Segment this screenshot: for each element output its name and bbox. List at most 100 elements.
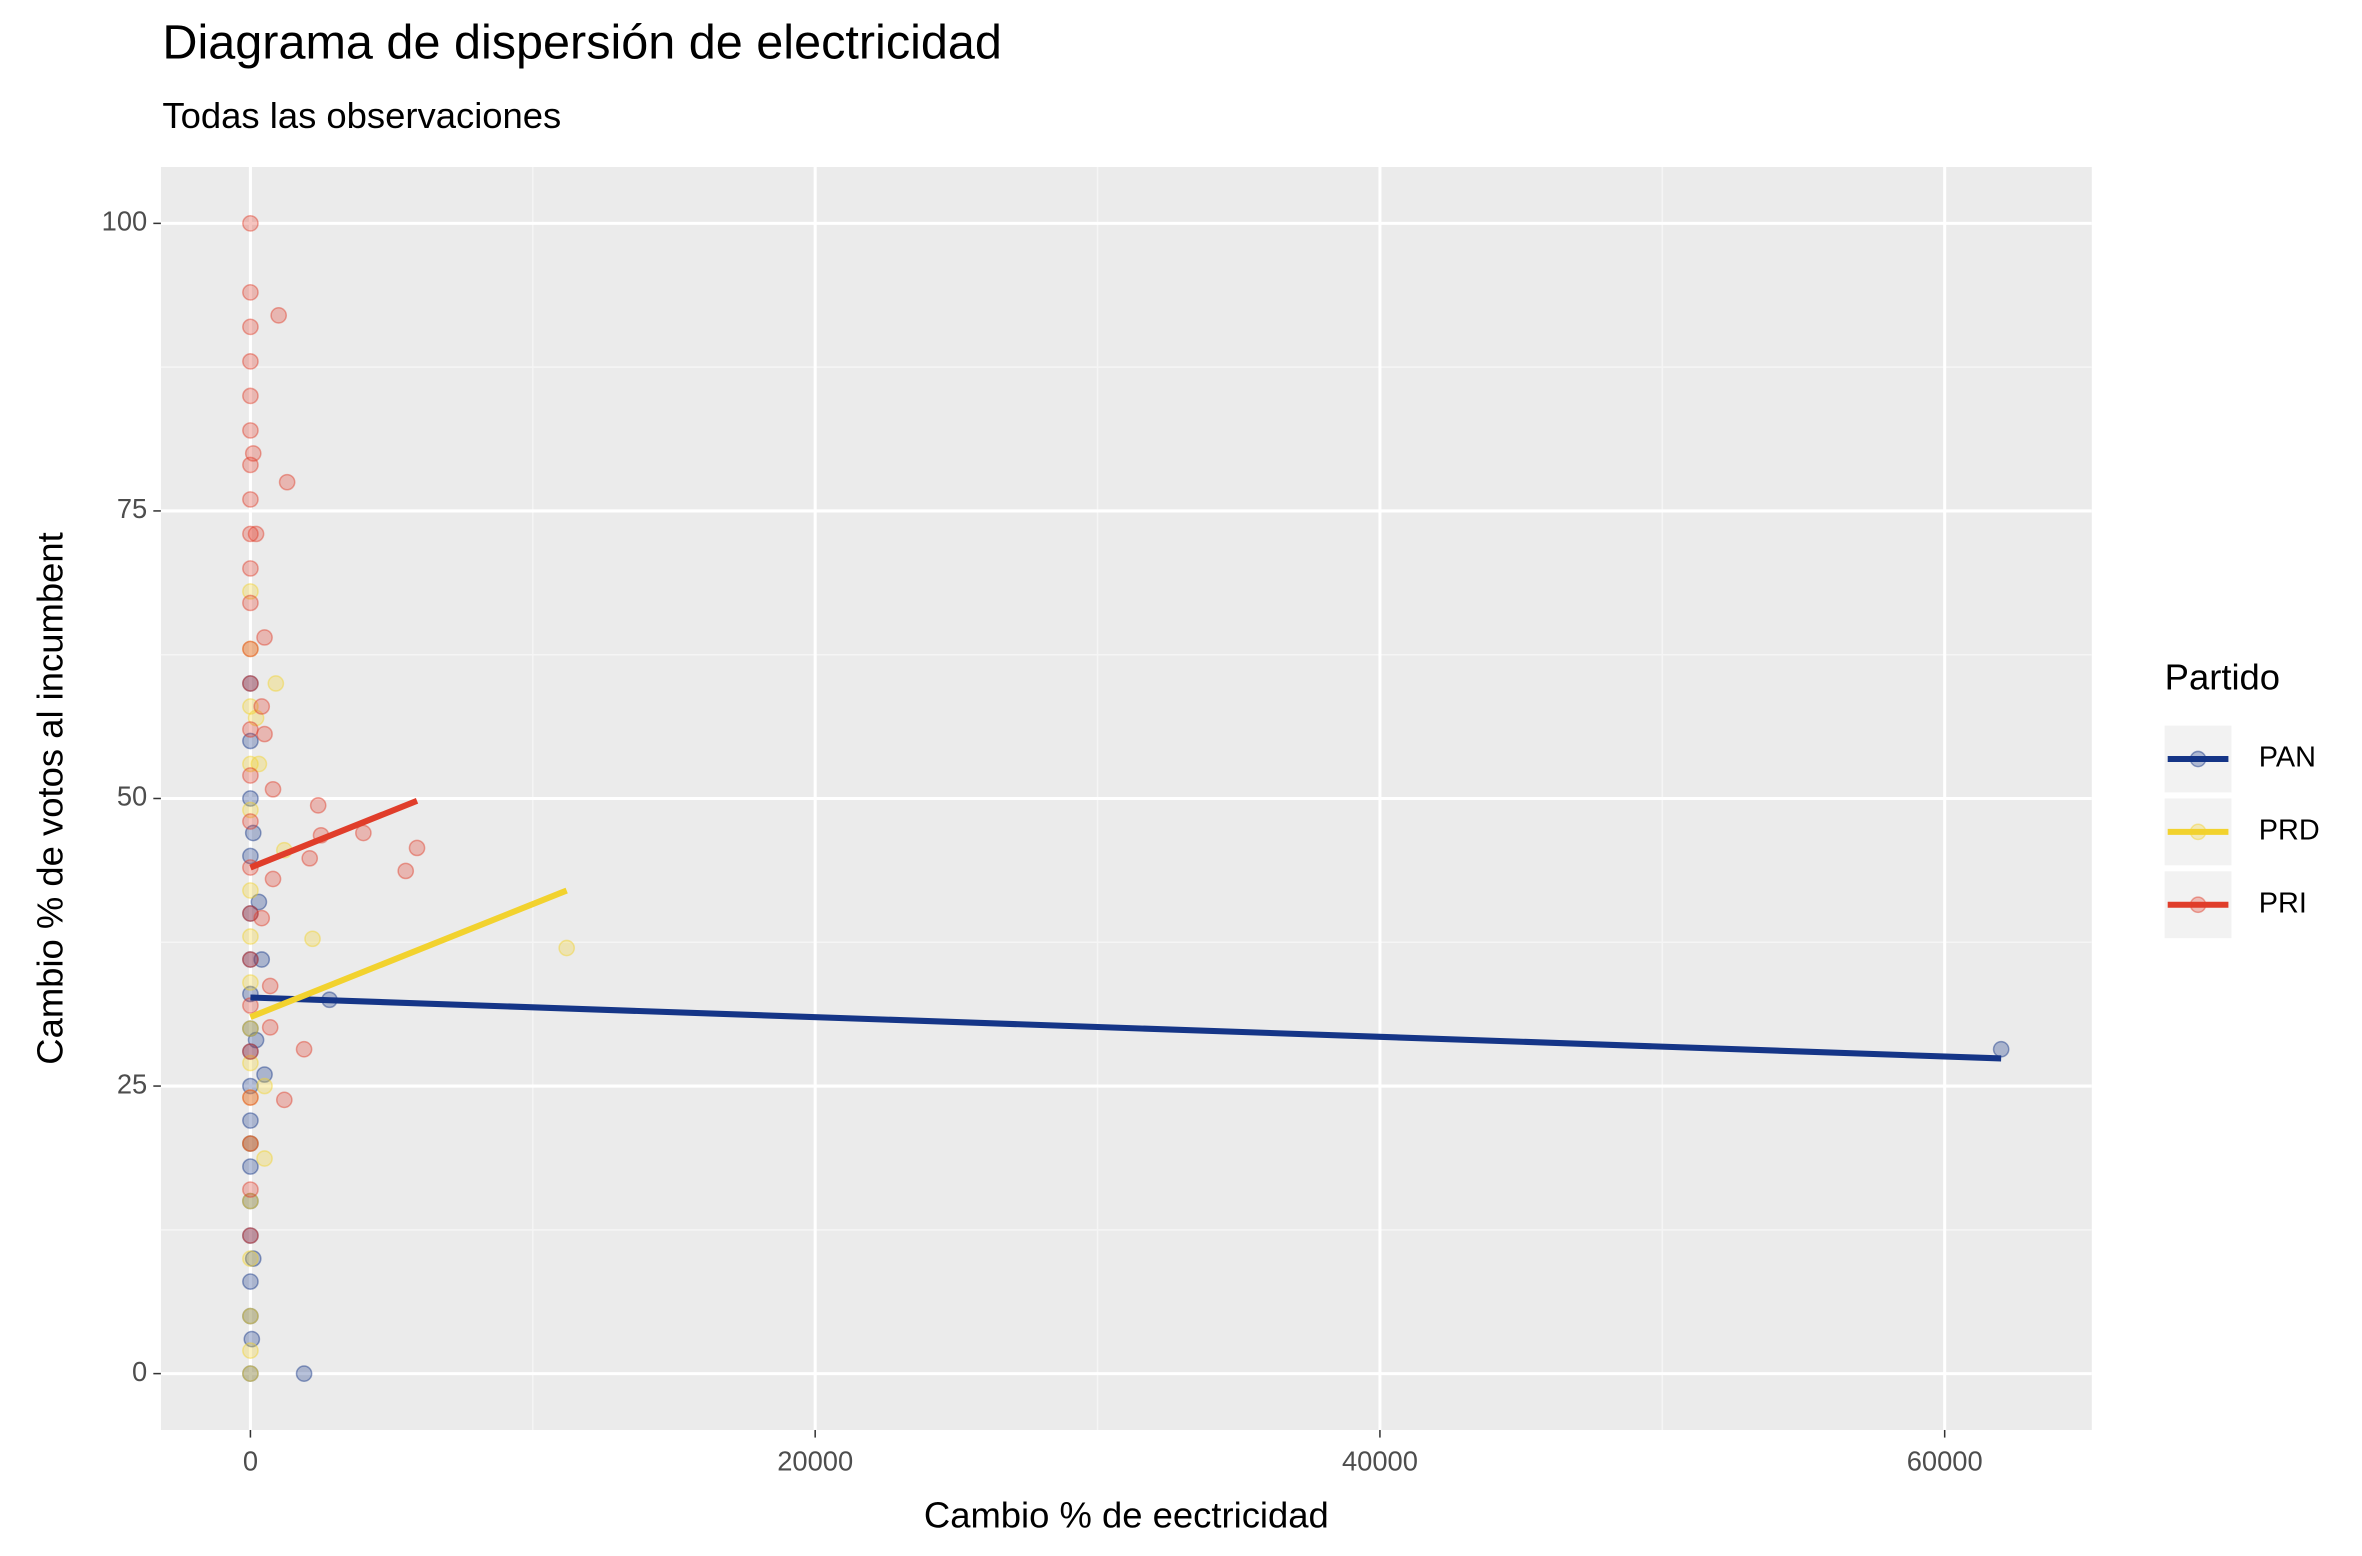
point (242, 882, 259, 899)
legend-point (2189, 750, 2207, 768)
point (256, 1066, 273, 1083)
point (242, 1273, 259, 1290)
point (247, 709, 265, 727)
legend-title: Partido (2165, 657, 2280, 698)
point (242, 790, 259, 807)
point (242, 928, 259, 945)
point (242, 1077, 259, 1095)
point (242, 721, 259, 738)
point (242, 1158, 259, 1175)
point (270, 307, 288, 324)
point (267, 675, 285, 692)
point (242, 560, 259, 577)
y-tick-label: 25 (117, 1068, 147, 1099)
point (242, 215, 259, 232)
point (242, 1112, 259, 1129)
point (242, 1089, 259, 1106)
point (242, 1043, 259, 1060)
legend-point (2189, 823, 2207, 841)
point (242, 675, 259, 692)
point (242, 1181, 259, 1198)
legend-label: PAN (2259, 742, 2316, 774)
point (253, 951, 271, 968)
legend-label: PRD (2259, 815, 2320, 847)
point (309, 797, 327, 814)
point (247, 525, 265, 543)
point (242, 1307, 259, 1325)
point (408, 839, 426, 857)
point (242, 1365, 259, 1382)
point (247, 1031, 265, 1049)
point (558, 939, 576, 957)
point (242, 1135, 259, 1152)
point (242, 353, 259, 370)
x-tick-label: 60000 (1907, 1446, 1983, 1477)
point (242, 284, 259, 301)
point (295, 1365, 313, 1382)
point (264, 870, 282, 888)
point (242, 640, 259, 658)
y-tick-label: 50 (117, 781, 147, 812)
point (264, 780, 282, 798)
point (253, 698, 271, 715)
point (253, 909, 271, 927)
point (242, 387, 259, 405)
trend-line (250, 994, 2002, 1062)
point (242, 1192, 259, 1210)
point (256, 1150, 273, 1167)
point (242, 951, 259, 968)
point (250, 755, 268, 773)
point (242, 525, 259, 543)
trend-line (249, 797, 419, 871)
point (243, 1330, 261, 1348)
point (242, 905, 259, 922)
point (242, 1043, 259, 1060)
point (278, 473, 296, 491)
point (242, 583, 259, 600)
point (242, 1192, 259, 1210)
point (355, 824, 372, 842)
point (242, 491, 259, 508)
x-tick-label: 20000 (777, 1446, 853, 1477)
point (242, 1020, 259, 1037)
point (242, 847, 259, 865)
point (301, 849, 319, 867)
trend-line (249, 887, 568, 1020)
point (242, 1227, 259, 1244)
x-tick-label: 40000 (1342, 1446, 1418, 1477)
point (242, 732, 259, 750)
point (242, 755, 259, 773)
point (242, 1365, 259, 1382)
point (242, 698, 259, 715)
point (242, 1135, 259, 1152)
point (242, 905, 259, 922)
point (242, 1250, 259, 1267)
point (256, 725, 273, 743)
point (242, 640, 259, 658)
y-tick-label: 75 (117, 493, 147, 524)
chart-title: Diagrama de dispersión de electricidad (162, 15, 1002, 69)
y-tick-label: 0 (132, 1356, 147, 1387)
point (242, 801, 259, 819)
point (256, 1077, 273, 1095)
point (242, 422, 259, 439)
point (397, 862, 415, 880)
point (256, 629, 273, 646)
point (242, 1089, 259, 1106)
point (261, 1019, 279, 1036)
point (304, 930, 321, 948)
point (242, 1342, 259, 1359)
x-tick-label: 0 (243, 1446, 258, 1477)
legend-label: PRI (2259, 887, 2307, 919)
point (250, 893, 268, 911)
point (242, 594, 259, 612)
point (242, 951, 259, 968)
point (275, 1091, 293, 1109)
point (242, 767, 259, 784)
point (242, 813, 259, 830)
point (242, 1307, 259, 1325)
point (261, 977, 279, 995)
point (242, 318, 259, 336)
chart-subtitle: Todas las observaciones (162, 95, 561, 136)
